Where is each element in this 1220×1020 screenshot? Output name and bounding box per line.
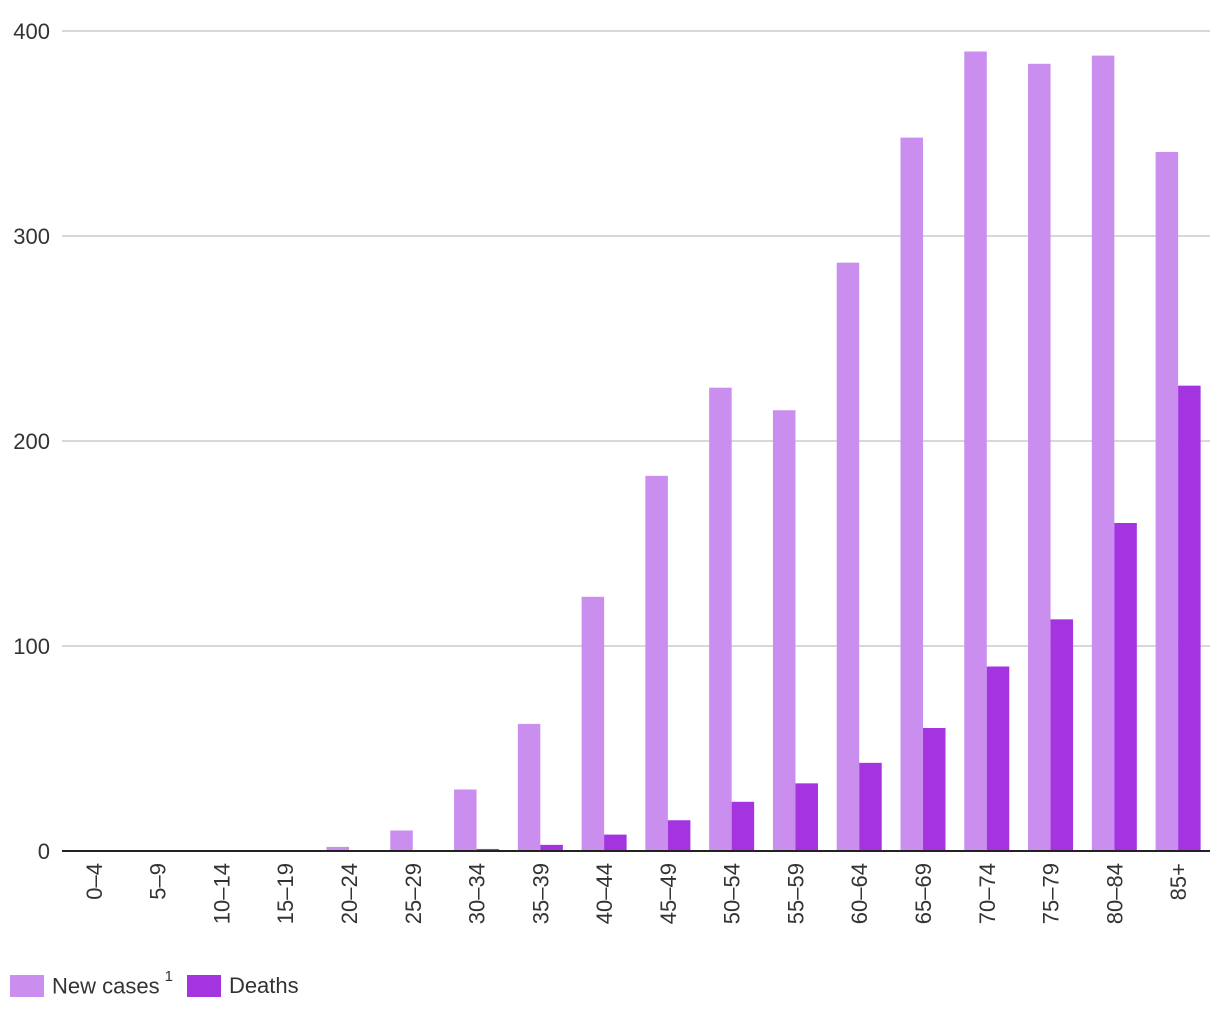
y-tick-label: 200 xyxy=(13,429,50,454)
bars xyxy=(326,51,1201,852)
bar-new-cases-7 xyxy=(517,723,541,851)
x-tick-label: 75–79 xyxy=(1039,863,1064,924)
legend-label-deaths: Deaths xyxy=(228,972,299,998)
footnote-marker: 1 xyxy=(164,968,173,985)
x-tick-label: 10–14 xyxy=(209,863,234,924)
bar-deaths-8 xyxy=(604,834,627,851)
y-axis-ticks: 0 100 200 300 400 xyxy=(13,19,50,864)
x-axis-ticks: 0–4 5–9 10–14 15–19 20–24 25–29 30–34 35–39 40–4… xyxy=(82,863,1191,924)
x-tick-label: 25–29 xyxy=(401,863,426,924)
bar-deaths-12 xyxy=(859,762,882,851)
x-tick-label: 15–19 xyxy=(273,863,298,924)
legend-swatch-new-cases xyxy=(10,974,44,997)
x-tick-label: 20–24 xyxy=(337,863,362,924)
bar-deaths-17 xyxy=(1178,385,1201,851)
legend-item-new-cases: New cases 1 xyxy=(10,968,173,999)
bar-new-cases-10 xyxy=(709,387,732,851)
bar-deaths-13 xyxy=(923,728,946,851)
x-tick-label: 70–74 xyxy=(975,863,1000,924)
bar-new-cases-4 xyxy=(326,846,349,851)
bar-new-cases-14 xyxy=(964,51,987,851)
bar-deaths-16 xyxy=(1114,523,1137,851)
bar-deaths-9 xyxy=(667,820,691,851)
bar-new-cases-5 xyxy=(390,830,413,851)
bar-deaths-6 xyxy=(476,848,500,851)
x-tick-label: 35–39 xyxy=(528,863,553,924)
y-tick-label: 300 xyxy=(13,224,50,249)
bar-new-cases-13 xyxy=(900,137,923,852)
bar-new-cases-6 xyxy=(454,789,477,851)
legend: New cases 1 Deaths xyxy=(10,968,313,999)
x-tick-label: 80–84 xyxy=(1102,863,1127,924)
x-tick-label: 40–44 xyxy=(592,863,617,924)
bar-new-cases-12 xyxy=(836,262,860,851)
x-tick-label: 30–34 xyxy=(465,863,490,924)
bar-deaths-11 xyxy=(795,783,818,851)
bar-new-cases-16 xyxy=(1091,55,1115,852)
bar-chart: 0 100 200 300 400 0–4 5–9 10–14 15–19 20–24 25–29… xyxy=(13,19,1210,924)
bar-new-cases-17 xyxy=(1155,151,1179,851)
bar-deaths-14 xyxy=(986,666,1010,851)
x-tick-label: 60–64 xyxy=(847,863,872,924)
x-tick-label: 45–49 xyxy=(656,863,681,924)
bar-new-cases-9 xyxy=(645,475,668,851)
gridlines xyxy=(62,30,1210,647)
bar-deaths-7 xyxy=(540,844,563,851)
legend-swatch-deaths xyxy=(186,974,221,997)
x-tick-label: 65–69 xyxy=(911,863,936,924)
x-tick-label: 5–9 xyxy=(146,863,171,900)
x-tick-label: 85+ xyxy=(1166,863,1191,900)
x-tick-label: 55–59 xyxy=(783,863,808,924)
legend-label-new-cases: New cases 1 xyxy=(52,968,173,999)
bar-new-cases-15 xyxy=(1028,63,1051,852)
bar-new-cases-11 xyxy=(772,410,796,851)
bar-deaths-10 xyxy=(731,801,755,851)
y-tick-label: 100 xyxy=(13,634,50,659)
y-tick-label: 0 xyxy=(38,839,50,864)
legend-item-deaths: Deaths xyxy=(186,972,299,999)
y-tick-label: 400 xyxy=(13,19,50,44)
x-tick-label: 50–54 xyxy=(720,863,745,924)
bar-deaths-15 xyxy=(1050,619,1074,851)
bar-new-cases-8 xyxy=(581,596,605,851)
x-tick-label: 0–4 xyxy=(82,863,107,900)
